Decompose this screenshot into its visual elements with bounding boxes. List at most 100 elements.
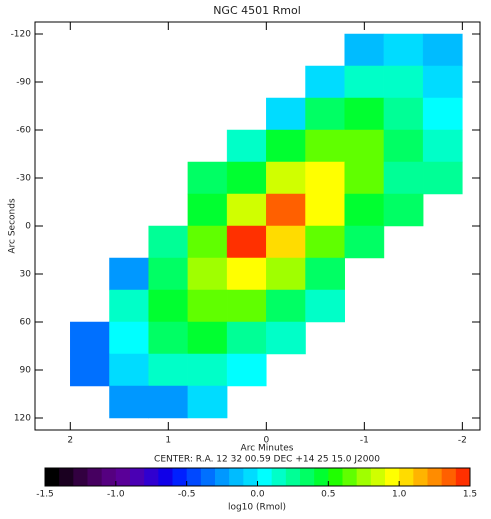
map-cell (422, 65, 463, 99)
colorbar-swatch (314, 468, 329, 486)
colorbar-swatch (356, 468, 372, 486)
map-cell (383, 97, 424, 131)
colorbar-swatch (385, 468, 400, 486)
map-cell (344, 129, 385, 163)
map-cell (305, 65, 345, 99)
colorbar-swatch (257, 468, 273, 486)
y-tick-label: 90 (20, 366, 32, 376)
colorbar-swatch (172, 468, 188, 486)
map-cell (266, 257, 306, 291)
caption: CENTER: R.A. 12 32 00.59 DEC +14 25 15.0… (154, 455, 380, 465)
x-tick-label: 1 (165, 436, 171, 446)
colorbar-swatch (144, 468, 159, 486)
map-cell (266, 289, 306, 323)
map-cell (383, 65, 424, 99)
y-tick-label: -30 (16, 174, 31, 184)
map-cell (226, 129, 267, 163)
map-cell (383, 129, 424, 163)
x-tick-label: -1 (360, 436, 369, 446)
map-cell (305, 97, 345, 131)
colorbar-swatch (441, 468, 457, 486)
y-tick-label: -90 (16, 78, 31, 88)
map-cell (226, 353, 267, 387)
map-cell (344, 97, 385, 131)
map-cell (226, 193, 267, 227)
map-cell (109, 321, 149, 355)
colorbar-swatch (370, 468, 386, 486)
y-tick-label: -60 (16, 126, 31, 136)
map-cell (187, 321, 228, 355)
map-cell (266, 129, 306, 163)
map-cell (266, 225, 306, 259)
map-cell (148, 225, 189, 259)
map-cell (109, 353, 149, 387)
colorbar-swatch (87, 468, 103, 486)
colorbar-swatch (455, 468, 471, 486)
colorbar-swatch (158, 468, 173, 486)
colorbar-tick-label: 1.0 (392, 490, 407, 500)
colorbar-swatch (271, 468, 287, 486)
map-cell (187, 289, 228, 323)
map-cell (148, 353, 189, 387)
map-cell (187, 161, 228, 195)
map-cell (344, 161, 385, 195)
colorbar-label: log10 (Rmol) (228, 503, 286, 513)
map-cell (383, 161, 424, 195)
map-cell (344, 193, 385, 227)
colorbar-swatch (115, 468, 131, 486)
map-cell (226, 225, 267, 259)
map-cell (109, 385, 149, 419)
map-cell (187, 353, 228, 387)
colorbar-swatch (130, 468, 145, 486)
colorbar-swatch (342, 468, 358, 486)
colorbar-tick-label: 0.5 (321, 490, 335, 500)
map-cell (305, 161, 345, 195)
map-cell (148, 257, 189, 291)
map-cell (422, 33, 463, 67)
y-tick-label: 0 (25, 222, 31, 232)
map-cell (383, 193, 424, 227)
colorbar-swatch (200, 468, 216, 486)
map-cell (422, 129, 463, 163)
map-cell (148, 385, 189, 419)
x-tick-label: -2 (458, 436, 467, 446)
y-tick-label: 30 (20, 270, 32, 280)
map-cell (305, 193, 345, 227)
colorbar-swatch (73, 468, 88, 486)
map-cell (187, 225, 228, 259)
map-cell (226, 289, 267, 323)
map-cell (422, 161, 463, 195)
map-cell (266, 97, 306, 131)
map-cell (226, 161, 267, 195)
map-cell (109, 289, 149, 323)
map-cell (305, 289, 345, 323)
colorbar-swatch (399, 468, 414, 486)
colorbar-swatch (101, 468, 117, 486)
colorbar-swatch (300, 468, 315, 486)
colorbar-swatch (229, 468, 244, 486)
map-cell (266, 193, 306, 227)
colorbar-tick-label: -0.5 (178, 490, 196, 500)
y-tick-label: 60 (20, 318, 32, 328)
map-cell (187, 193, 228, 227)
map-cell (148, 321, 189, 355)
colorbar-swatch (215, 468, 230, 486)
colorbar-swatch (285, 468, 301, 486)
colorbar-tick-label: 1.5 (463, 490, 477, 500)
map-cell (383, 33, 424, 67)
map-cell (305, 257, 345, 291)
map-cell (226, 257, 267, 291)
x-tick-label: 2 (67, 436, 73, 446)
map-cell (70, 353, 110, 387)
map-cell (109, 257, 149, 291)
colorbar-swatch (427, 468, 443, 486)
y-tick-label: 120 (14, 414, 31, 424)
x-axis-label: Arc Minutes (241, 444, 294, 454)
map-cell (70, 321, 110, 355)
map-cell (187, 257, 228, 291)
map-cell (305, 225, 345, 259)
map-cell (344, 33, 385, 67)
colorbar-swatch (45, 468, 60, 486)
map-cell (422, 97, 463, 131)
